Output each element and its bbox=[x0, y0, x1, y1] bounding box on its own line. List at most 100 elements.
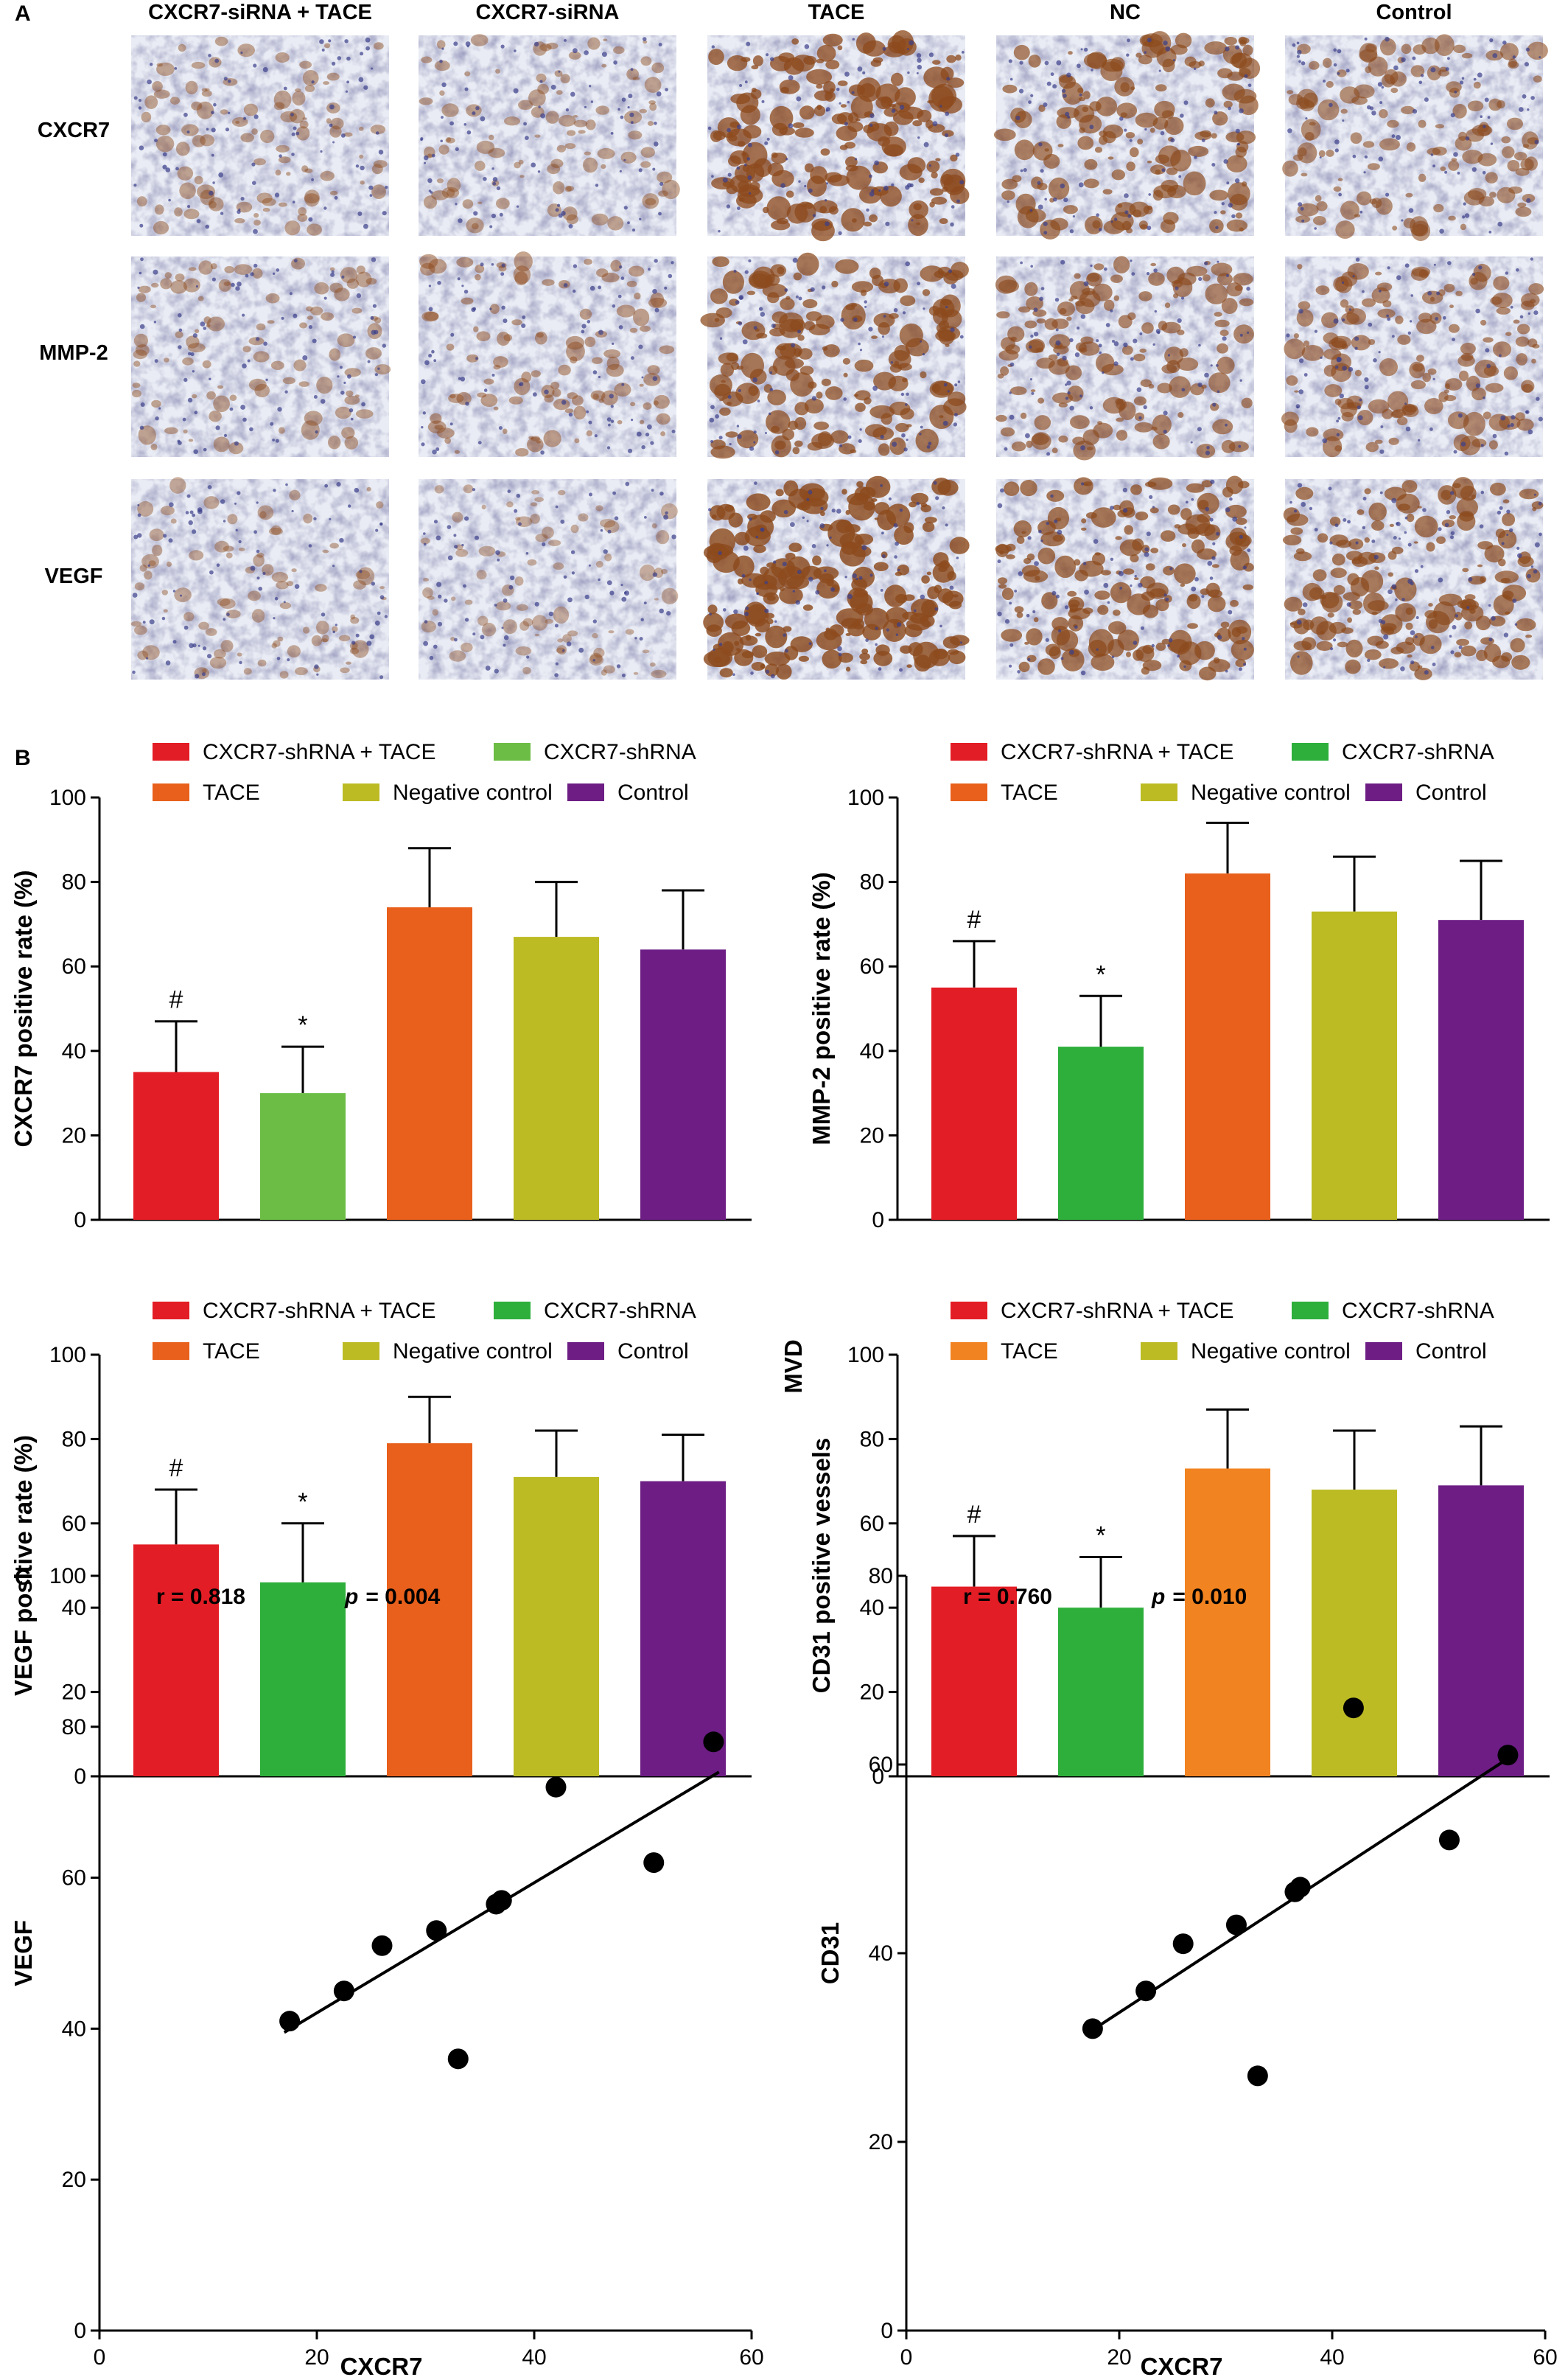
dab-stain-spot bbox=[493, 406, 499, 411]
dab-stain-spot bbox=[1513, 319, 1520, 324]
dab-stain-spot bbox=[206, 324, 211, 328]
nucleus bbox=[652, 167, 656, 171]
dab-stain-spot bbox=[1214, 312, 1222, 317]
nucleus bbox=[1305, 117, 1308, 120]
legend-swatch bbox=[343, 1342, 379, 1360]
x-axis-label: CXCR7 bbox=[340, 2353, 423, 2377]
nucleus bbox=[369, 634, 375, 640]
p-label: p bbox=[1151, 1585, 1165, 1609]
nucleus bbox=[188, 520, 193, 526]
nucleus bbox=[433, 520, 438, 524]
dab-stain-spot bbox=[1147, 206, 1152, 210]
dab-stain-spot bbox=[142, 645, 160, 660]
dab-stain-spot bbox=[1026, 628, 1043, 646]
dab-stain-spot bbox=[1410, 65, 1425, 77]
nucleus bbox=[1124, 210, 1129, 214]
legend-label: CXCR7-shRNA + TACE bbox=[1001, 1299, 1233, 1323]
dab-stain-spot bbox=[659, 345, 675, 355]
dab-stain-spot bbox=[1522, 194, 1536, 203]
nucleus bbox=[1363, 171, 1366, 174]
dab-stain-spot bbox=[359, 126, 364, 131]
dab-stain-spot bbox=[1488, 440, 1498, 450]
nucleus bbox=[302, 355, 308, 360]
dab-stain-spot bbox=[1468, 188, 1487, 200]
nucleus bbox=[1483, 125, 1486, 129]
dab-stain-spot bbox=[763, 206, 769, 214]
dab-stain-spot bbox=[1525, 156, 1538, 171]
dab-stain-spot bbox=[1418, 313, 1432, 323]
dab-stain-spot bbox=[299, 120, 309, 129]
dab-stain-spot bbox=[1460, 223, 1466, 231]
dab-stain-spot bbox=[1001, 190, 1015, 200]
y-tick-label: 0 bbox=[74, 1208, 86, 1232]
dab-stain-spot bbox=[1333, 186, 1342, 192]
nucleus bbox=[757, 399, 760, 402]
dab-stain-spot bbox=[1140, 576, 1155, 589]
dab-stain-spot bbox=[1522, 383, 1533, 393]
dab-stain-spot bbox=[329, 282, 343, 293]
nucleus bbox=[804, 184, 807, 188]
dab-stain-spot bbox=[929, 188, 944, 196]
dab-stain-spot bbox=[464, 71, 471, 77]
nucleus bbox=[650, 441, 654, 445]
dab-stain-spot bbox=[776, 663, 792, 680]
nucleus bbox=[371, 257, 377, 262]
dab-stain-spot bbox=[421, 311, 439, 322]
nucleus bbox=[905, 403, 908, 406]
dab-stain-spot bbox=[1239, 298, 1254, 307]
dab-stain-spot bbox=[183, 209, 200, 220]
dab-stain-spot bbox=[1371, 287, 1390, 304]
nucleus bbox=[1329, 541, 1333, 545]
nucleus bbox=[492, 181, 497, 186]
nucleus bbox=[901, 433, 906, 438]
nucleus bbox=[1123, 342, 1128, 347]
dab-stain-spot bbox=[920, 371, 927, 379]
nucleus bbox=[1099, 228, 1102, 231]
bar bbox=[1185, 873, 1270, 1220]
nucleus bbox=[289, 292, 293, 296]
nucleus bbox=[163, 534, 167, 538]
nucleus bbox=[1043, 231, 1048, 235]
y-tick-label: 80 bbox=[860, 870, 884, 895]
dab-stain-spot bbox=[1001, 587, 1014, 600]
dab-stain-spot bbox=[771, 152, 778, 158]
nucleus bbox=[365, 37, 371, 43]
nucleus bbox=[1364, 155, 1368, 159]
nucleus bbox=[1078, 182, 1084, 188]
dab-stain-spot bbox=[1354, 214, 1361, 217]
nucleus bbox=[1518, 107, 1524, 112]
dab-stain-spot bbox=[932, 562, 955, 583]
nucleus bbox=[739, 84, 743, 87]
nucleus bbox=[906, 439, 909, 441]
dab-stain-spot bbox=[827, 174, 850, 186]
dab-stain-spot bbox=[227, 514, 238, 525]
nucleus bbox=[1449, 635, 1452, 638]
nucleus bbox=[194, 411, 198, 414]
nucleus bbox=[1468, 577, 1473, 582]
nucleus bbox=[195, 285, 198, 288]
dab-stain-spot bbox=[928, 306, 941, 316]
nucleus bbox=[956, 556, 959, 559]
nucleus bbox=[961, 51, 965, 54]
nucleus bbox=[225, 128, 230, 132]
dab-stain-spot bbox=[1531, 358, 1536, 364]
nucleus bbox=[330, 272, 335, 277]
nucleus bbox=[1453, 450, 1457, 454]
dab-stain-spot bbox=[1235, 517, 1247, 526]
column-header: Control bbox=[1376, 1, 1452, 24]
dab-stain-spot bbox=[303, 626, 310, 634]
nucleus bbox=[1050, 72, 1054, 77]
dab-stain-spot bbox=[889, 437, 906, 455]
nucleus bbox=[514, 49, 517, 52]
nucleus bbox=[1009, 77, 1013, 81]
nucleus bbox=[1300, 206, 1304, 211]
nucleus bbox=[1404, 516, 1408, 520]
dab-stain-spot bbox=[446, 137, 452, 142]
nucleus bbox=[293, 126, 297, 130]
nucleus bbox=[808, 490, 813, 495]
dab-stain-spot bbox=[223, 545, 234, 552]
nucleus bbox=[207, 654, 212, 659]
nucleus bbox=[492, 177, 498, 182]
bar bbox=[514, 937, 599, 1220]
nucleus bbox=[792, 590, 796, 593]
